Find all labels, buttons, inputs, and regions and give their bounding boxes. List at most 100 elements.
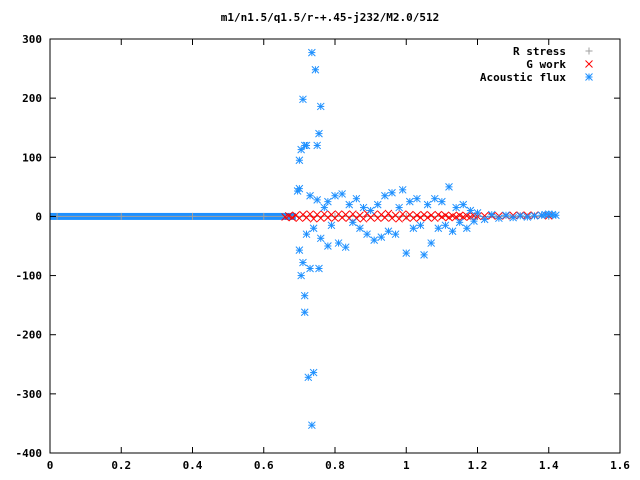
x-tick-label: 0 xyxy=(47,459,54,472)
acoustic-flux-point xyxy=(530,211,539,220)
acoustic-flux-point xyxy=(405,197,414,206)
acoustic-flux-point xyxy=(420,251,428,259)
acoustic-flux-point xyxy=(391,230,400,239)
acoustic-flux-point xyxy=(334,239,343,247)
x-tick-label: 1 xyxy=(403,459,410,472)
acoustic-flux-point xyxy=(324,242,332,250)
x-tick-label: 0.2 xyxy=(111,459,131,472)
acoustic-flux-point xyxy=(300,291,309,300)
acoustic-flux-point xyxy=(309,368,318,377)
x-tick-label: 1.6 xyxy=(610,459,630,472)
legend-marker-acoustic-flux xyxy=(585,73,593,81)
legend-label-acoustic-flux: Acoustic flux xyxy=(480,71,566,84)
acoustic-flux-point xyxy=(315,129,323,138)
g-work-point xyxy=(384,209,393,218)
r-stress-point xyxy=(117,212,125,220)
x-tick-label: 0.4 xyxy=(183,459,203,472)
acoustic-flux-point xyxy=(313,141,322,150)
acoustic-flux-point xyxy=(316,234,325,243)
acoustic-flux-point xyxy=(295,246,304,254)
acoustic-flux-point xyxy=(356,224,364,233)
acoustic-flux-point xyxy=(445,183,453,191)
legend-label-r-stress: R stress xyxy=(513,45,566,58)
acoustic-flux-point xyxy=(502,211,510,220)
y-tick-label: -300 xyxy=(16,388,43,401)
acoustic-flux-point xyxy=(307,48,316,57)
acoustic-flux-point xyxy=(300,308,309,317)
acoustic-flux-point xyxy=(306,264,314,273)
legend-marker-r-stress xyxy=(585,47,593,55)
acoustic-flux-point xyxy=(320,203,329,212)
acoustic-flux-point xyxy=(466,206,475,215)
acoustic-flux-point xyxy=(455,218,464,227)
acoustic-flux-point xyxy=(523,213,532,221)
acoustic-flux-point xyxy=(423,200,432,209)
acoustic-flux-point xyxy=(409,224,418,233)
g-work-point xyxy=(434,210,443,219)
acoustic-flux-point xyxy=(327,221,336,230)
r-stress-point xyxy=(189,212,196,220)
acoustic-flux-point xyxy=(516,211,525,220)
g-work-point xyxy=(480,211,489,220)
x-tick-label: 1.2 xyxy=(468,459,488,472)
acoustic-flux-point xyxy=(338,190,346,198)
plot-area xyxy=(50,48,560,430)
acoustic-flux-point xyxy=(377,233,386,241)
y-tick-label: -100 xyxy=(16,270,43,283)
acoustic-flux-point xyxy=(359,203,368,212)
acoustic-flux-point xyxy=(297,271,306,280)
acoustic-flux-point xyxy=(395,203,403,212)
acoustic-flux-point xyxy=(438,197,446,206)
acoustic-flux-point xyxy=(448,227,457,236)
acoustic-flux-point xyxy=(381,191,389,200)
acoustic-flux-point xyxy=(299,258,307,267)
acoustic-flux-point xyxy=(434,224,443,233)
g-work-point xyxy=(306,210,314,218)
acoustic-flux-point xyxy=(316,102,325,111)
legend-label-g-work: G work xyxy=(526,58,566,71)
y-tick-label: -400 xyxy=(16,447,43,460)
acoustic-flux-point xyxy=(370,236,379,244)
x-tick-label: 0.8 xyxy=(325,459,345,472)
acoustic-flux-point xyxy=(462,224,471,233)
acoustic-flux-point xyxy=(366,206,375,215)
x-tick-label: 0.6 xyxy=(254,459,274,472)
g-work-point xyxy=(441,211,450,220)
acoustic-flux-point xyxy=(398,185,407,194)
acoustic-flux-point xyxy=(470,217,478,226)
acoustic-flux-point xyxy=(341,243,350,252)
acoustic-flux-point xyxy=(331,191,339,200)
g-work-point xyxy=(423,213,432,222)
acoustic-flux-point xyxy=(295,184,304,193)
acoustic-flux-point xyxy=(552,211,560,220)
x-tick-label: 1.4 xyxy=(539,459,559,472)
acoustic-flux-point xyxy=(416,221,425,230)
acoustic-flux-point xyxy=(373,200,382,209)
r-stress-point xyxy=(260,212,268,220)
acoustic-flux-point xyxy=(427,239,436,247)
acoustic-flux-point xyxy=(402,249,411,257)
acoustic-flux-point xyxy=(388,188,396,197)
acoustic-flux-point xyxy=(473,209,482,217)
acoustic-flux-point xyxy=(309,224,318,233)
acoustic-flux-point xyxy=(307,421,316,430)
acoustic-flux-point xyxy=(384,227,393,236)
acoustic-flux-point xyxy=(302,141,311,150)
acoustic-flux-point xyxy=(324,197,332,206)
y-tick-label: 100 xyxy=(22,151,42,164)
acoustic-flux-point xyxy=(352,194,361,203)
g-work-point xyxy=(359,214,368,223)
g-work-point xyxy=(473,212,482,221)
acoustic-flux-point xyxy=(480,215,489,224)
y-tick-label: 0 xyxy=(35,210,42,223)
acoustic-flux-point xyxy=(315,264,323,273)
acoustic-flux-point xyxy=(441,221,450,230)
acoustic-flux-point xyxy=(348,218,357,227)
g-work-point xyxy=(288,213,297,222)
y-tick-label: -200 xyxy=(16,329,43,342)
acoustic-flux-point xyxy=(313,196,322,204)
acoustic-flux-point xyxy=(345,200,354,209)
